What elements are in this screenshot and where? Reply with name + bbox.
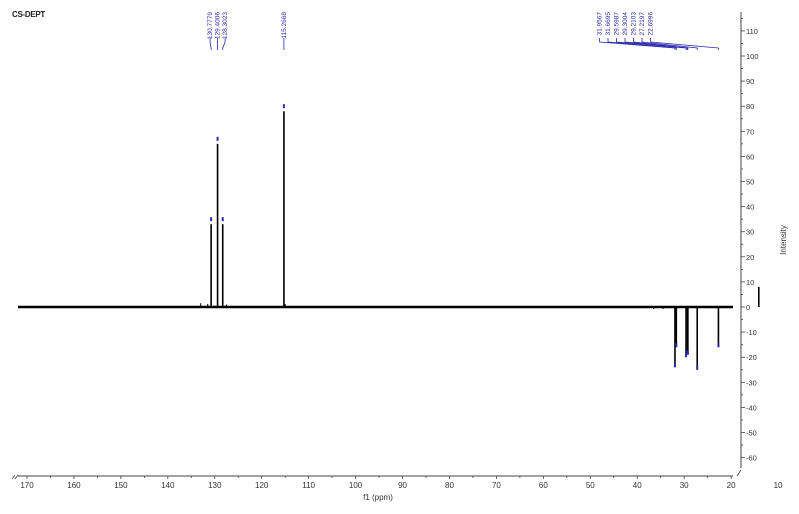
peak-label: 31.9567 [597,12,604,36]
x-axis: 170 160 150 140 130 120 110 100 90 80 70 60 50 40 30 20… [11,474,783,490]
y-tick-label: 90 [746,77,754,86]
y-tick-label: -20 [746,353,757,362]
x-tick-label: 100 [349,481,363,490]
x-tick-label: 30 [680,481,689,490]
y-tick-label: 30 [746,228,754,237]
y-tick-label: 40 [746,203,754,212]
x-tick-label: 40 [633,481,642,490]
peak-label: 22.6996 [648,12,655,36]
y-tick-label: -40 [746,403,757,412]
y-tick-label: 60 [746,152,754,161]
peak-label: 128.3023 [222,12,229,39]
x-tick-label: 10 [774,481,783,490]
peak-label: 27.2197 [639,12,646,36]
y-axis: 1101009080706050403020100-10-20-30-40-50… [736,12,759,477]
y-tick-label: -50 [746,429,757,438]
x-axis-label: f1 (ppm) [363,493,393,502]
peak-label: 115.2668 [281,12,288,39]
y-tick-label: 50 [746,178,754,187]
x-tick-label: 170 [20,481,34,490]
x-tick-label: 20 [727,481,736,490]
peak-label: 130.7779 [207,12,214,39]
y-tick-label: 70 [746,127,754,136]
y-tick-label: 100 [746,52,759,61]
x-tick-label: 120 [255,481,269,490]
spectrum-trace [18,104,760,370]
x-tick-label: 150 [114,481,128,490]
y-axis-label: Intensity [779,225,788,255]
x-tick-label: 70 [492,481,501,490]
x-tick-label: 60 [539,481,548,490]
peak-labels: 130.7779 129.4006 128.3023 115.2668 31.9567 3… [207,12,719,50]
x-tick-label: 80 [445,481,454,490]
y-tick-label: -10 [746,328,757,337]
y-tick-label: 20 [746,253,754,262]
x-tick-label: 160 [67,481,81,490]
x-tick-label: 110 [302,481,315,490]
peak-label: 29.2103 [631,12,638,36]
x-tick-label: 50 [586,481,595,490]
peak-label: 31.6695 [605,12,612,36]
y-tick-label: 10 [746,278,754,287]
peak-label: 29.3004 [622,12,629,36]
x-tick-label: 130 [208,481,222,490]
x-tick-label: 140 [161,481,175,490]
y-tick-label: -30 [746,378,757,387]
y-tick-label: 80 [746,102,754,111]
x-tick-label: 90 [398,481,407,490]
peak-label: 129.4006 [215,12,222,39]
y-tick-label: 0 [746,303,750,312]
y-tick-label: -60 [746,454,757,463]
peak-label: 29.5987 [614,12,621,36]
y-tick-label: 110 [746,27,758,36]
chart-title: CS-DEPT [12,10,46,19]
